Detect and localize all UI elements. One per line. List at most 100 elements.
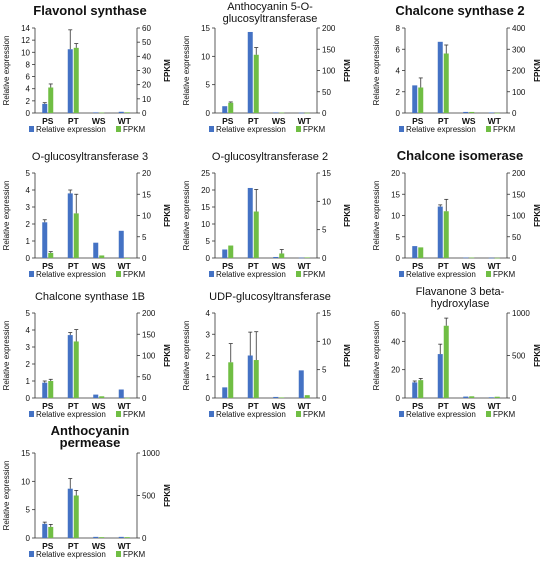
- left-tick-label: 2: [396, 88, 401, 97]
- left-tick-label: 0: [26, 109, 31, 118]
- left-tick-label: 0: [396, 394, 401, 403]
- bar-relative-expression: [67, 335, 73, 398]
- right-tick-label: 5: [322, 366, 327, 375]
- right-tick-label: 0: [142, 109, 147, 118]
- x-tick-label: PS: [222, 261, 234, 271]
- bar-fpkm: [253, 211, 259, 258]
- x-tick-label: PT: [68, 541, 80, 551]
- left-tick-label: 5: [26, 506, 31, 515]
- bar-fpkm: [124, 112, 130, 113]
- chart-panel-8: UDP-glucosyltransferase 0 1 2 3 4 0 5 10 15 Relati…: [182, 291, 352, 419]
- right-tick-label: 500: [142, 492, 156, 501]
- left-tick-label: 3: [26, 343, 31, 352]
- bar-fpkm: [443, 53, 449, 113]
- y2-axis-label: FPKM: [163, 59, 172, 82]
- left-tick-label: 4: [206, 309, 211, 318]
- chart-panel-6: Chalcone isomerase05101520050100150200Re…: [372, 148, 542, 279]
- bar-fpkm: [279, 112, 285, 114]
- bar-fpkm: [253, 360, 259, 398]
- right-tick-label: 200: [142, 309, 156, 318]
- right-tick-label: 150: [142, 330, 156, 339]
- right-tick-label: 200: [322, 24, 336, 33]
- right-tick-label: 0: [142, 254, 147, 263]
- bar-relative-expression: [298, 112, 304, 114]
- left-tick-label: 0: [206, 109, 211, 118]
- y2-axis-label: FPKM: [343, 204, 352, 227]
- left-tick-label: 3: [206, 330, 211, 339]
- x-tick-label: WS: [462, 401, 476, 411]
- legend-label-relative-expression: Relative expression: [216, 125, 286, 134]
- x-tick-label: PT: [438, 401, 450, 411]
- right-tick-label: 1000: [142, 449, 160, 458]
- bar-relative-expression: [42, 523, 48, 538]
- legend-label-relative-expression: Relative expression: [36, 270, 106, 279]
- y-axis-label: Relative expression: [2, 181, 11, 251]
- bar-relative-expression: [67, 49, 73, 113]
- bar-fpkm: [418, 247, 424, 258]
- bar-fpkm: [124, 397, 130, 399]
- chart-title-line: glucosyltransferase: [223, 13, 318, 25]
- chart-title-line: Flavanone 3 beta-: [416, 286, 505, 298]
- right-tick-label: 0: [512, 109, 517, 118]
- y-axis-label: Relative expression: [2, 36, 11, 106]
- x-tick-label: PS: [42, 541, 54, 551]
- bar-fpkm: [443, 325, 449, 398]
- x-tick-label: PS: [42, 116, 54, 126]
- y-axis-label: Relative expression: [182, 36, 191, 106]
- x-tick-label: PS: [412, 261, 424, 271]
- left-tick-label: 0: [26, 534, 31, 543]
- right-tick-label: 10: [322, 337, 331, 346]
- legend-label-relative-expression: Relative expression: [36, 550, 106, 559]
- right-tick-label: 150: [322, 45, 336, 54]
- left-tick-label: 0: [26, 254, 31, 263]
- y-axis-label: Relative expression: [2, 321, 11, 391]
- bar-relative-expression: [67, 193, 73, 258]
- right-tick-label: 10: [142, 95, 151, 104]
- bar-relative-expression: [93, 536, 99, 538]
- legend-label-fpkm: FPKM: [493, 125, 516, 134]
- left-tick-label: 10: [21, 477, 30, 486]
- bar-relative-expression: [298, 257, 304, 259]
- bar-relative-expression: [463, 257, 469, 259]
- bar-fpkm: [73, 47, 79, 114]
- left-tick-label: 10: [21, 48, 30, 57]
- bar-fpkm: [304, 112, 310, 114]
- x-tick-label: PT: [68, 401, 80, 411]
- left-tick-label: 15: [201, 203, 210, 212]
- x-tick-label: WS: [272, 401, 286, 411]
- legend-label-relative-expression: Relative expression: [406, 270, 476, 279]
- left-tick-label: 15: [201, 24, 210, 33]
- chart-title-line: hydroxylase: [431, 298, 490, 310]
- chart-title-line: Anthocyanin 5-O-: [227, 1, 313, 13]
- x-tick-label: WS: [92, 401, 106, 411]
- bar-relative-expression: [222, 249, 228, 258]
- left-tick-label: 8: [26, 60, 31, 69]
- x-tick-label: WT: [118, 401, 132, 411]
- bar-fpkm: [279, 397, 285, 399]
- x-tick-label: WS: [272, 116, 286, 126]
- x-tick-label: WT: [118, 261, 132, 271]
- bar-fpkm: [99, 537, 105, 538]
- bar-relative-expression: [222, 106, 228, 113]
- bar-relative-expression: [93, 112, 99, 113]
- x-tick-label: WT: [298, 401, 312, 411]
- legend-label-fpkm: FPKM: [303, 270, 326, 279]
- x-tick-label: WS: [462, 116, 476, 126]
- legend-label-relative-expression: Relative expression: [216, 410, 286, 419]
- bar-relative-expression: [463, 111, 469, 113]
- legend-swatch-relative-expression: [209, 126, 214, 132]
- legend-swatch-relative-expression: [209, 271, 214, 277]
- left-tick-label: 3: [26, 203, 31, 212]
- legend-swatch-relative-expression: [29, 551, 34, 557]
- bar-relative-expression: [298, 370, 304, 398]
- left-tick-label: 0: [396, 254, 401, 263]
- bar-relative-expression: [488, 112, 494, 114]
- chart-panel-1: Flavonol synthase 0 2 4 6 8 10 12 14 0 10 20 30 40 50 6…: [2, 3, 172, 134]
- legend-swatch-relative-expression: [399, 126, 404, 132]
- right-tick-label: 0: [512, 254, 517, 263]
- right-tick-label: 400: [512, 24, 526, 33]
- y-axis-label: Relative expression: [182, 321, 191, 391]
- chart-title: O-glucosyltransferase 3: [32, 151, 148, 163]
- bar-fpkm: [48, 381, 54, 398]
